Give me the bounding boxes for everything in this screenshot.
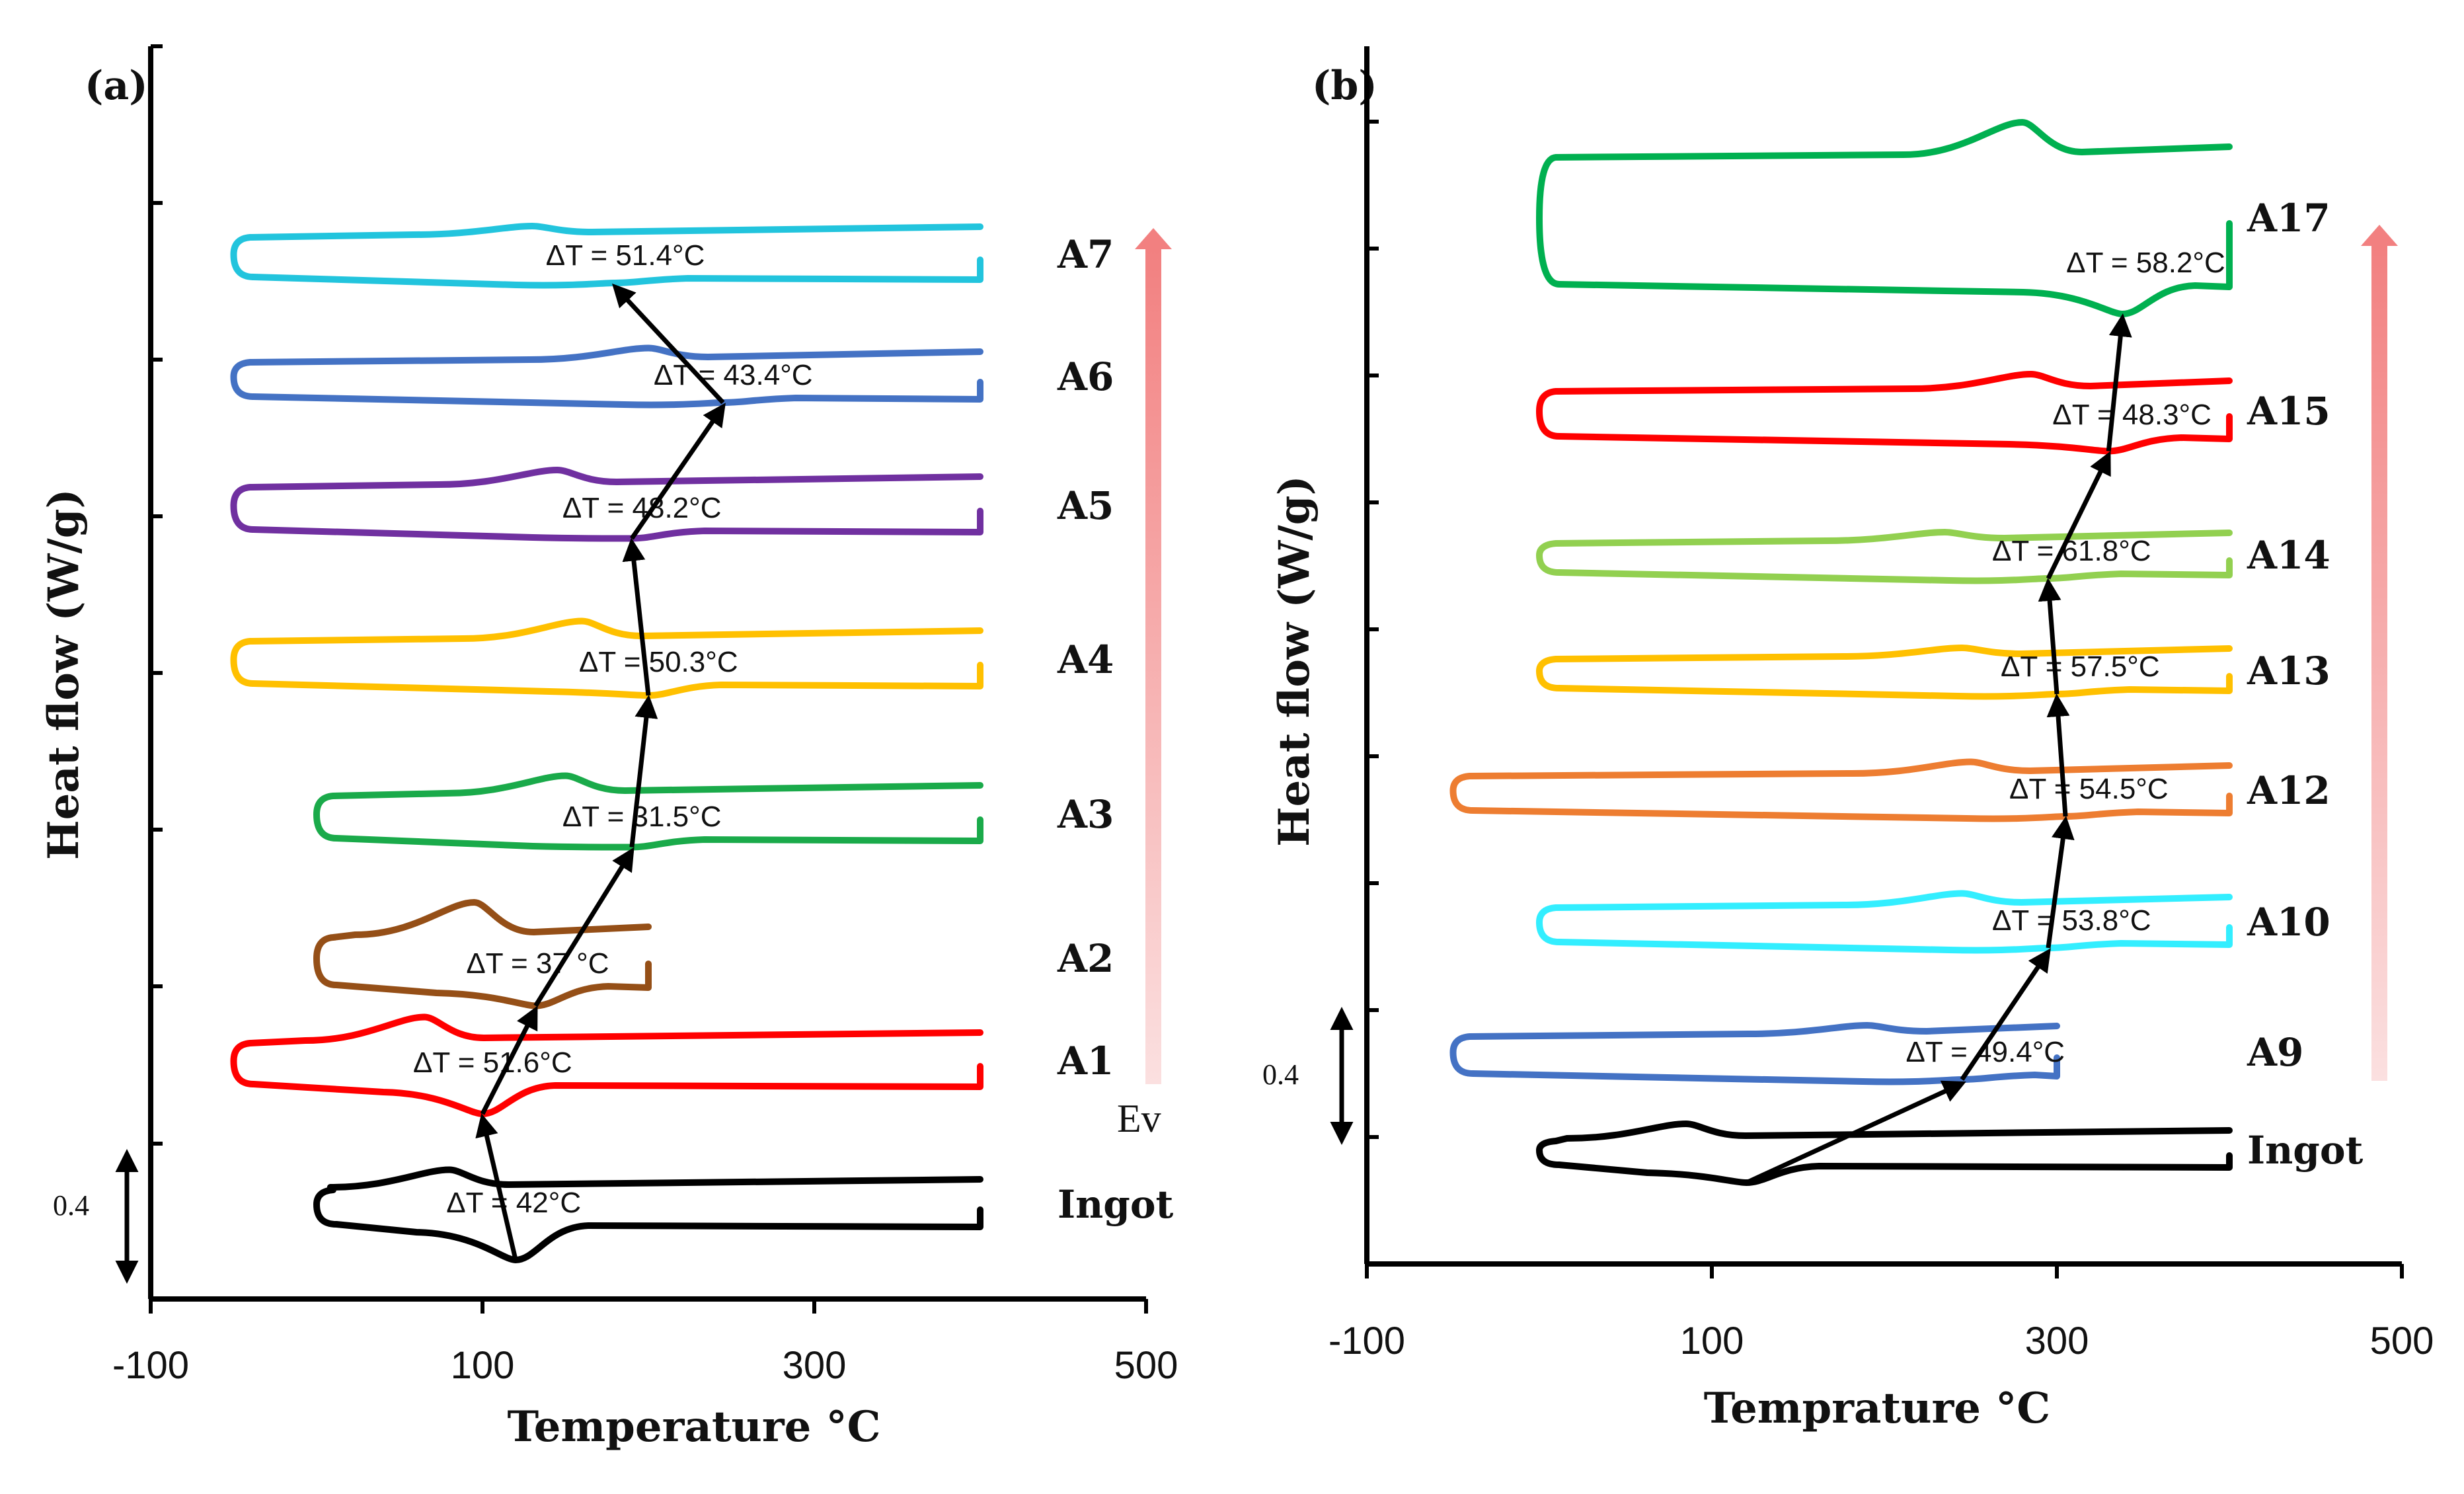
dsc-curve-a1	[230, 1013, 983, 1117]
delta-t-label-a6: ΔT = 43.4°C	[654, 359, 813, 391]
trend-arrow	[1960, 948, 2051, 1081]
trend-arrow	[2046, 451, 2111, 580]
dsc-curve-a10	[1536, 890, 2233, 954]
dsc-curve-ingot	[313, 1166, 983, 1263]
sample-label-a4: A4	[1057, 637, 1114, 682]
dsc-curve-a6	[230, 344, 983, 409]
dsc-curve-a7	[230, 223, 983, 289]
trend-arrow	[533, 847, 635, 1007]
panel-b-xtick-4: 500	[2370, 1319, 2434, 1362]
delta-t-label-a1: ΔT = 51.6°C	[413, 1046, 572, 1079]
panel-a: Ingot ΔT = 42°C A1 ΔT = 51.6°C A2 ΔT = 37 °C A…	[115, 44, 1174, 1314]
panel-a-xlabel: Temperature °C	[507, 1402, 880, 1452]
sample-label-a10: A10	[2247, 900, 2330, 945]
panel-a-xtick-3: 300	[783, 1344, 847, 1387]
plot-layer: Ingot ΔT = 42°C A1 ΔT = 51.6°C A2 ΔT = 37 °C A…	[115, 44, 2404, 1314]
delta-t-label-a4: ΔT = 50.3°C	[579, 646, 738, 678]
trend-arrow	[480, 1005, 538, 1115]
panel-b-xtick-3: 300	[2025, 1319, 2089, 1362]
sample-label-ingot: Ingot	[1058, 1182, 1174, 1227]
delta-t-label-a2: ΔT = 37 °C	[466, 947, 609, 980]
delta-t-label-a3: ΔT = 31.5°C	[562, 801, 722, 833]
delta-t-label-a9: ΔT = 49.4°C	[1906, 1036, 2065, 1068]
trend-arrow	[612, 283, 725, 405]
panel-b-scale-label: 0.4	[1262, 1058, 1299, 1091]
panel-b-xlabel: Temprature °C	[1704, 1384, 2050, 1433]
trend-arrow	[2106, 313, 2132, 452]
sample-label-a7: A7	[1057, 232, 1114, 277]
ev-gradient-arrowhead	[2361, 225, 2398, 246]
panel-b: Ingot A9 ΔT = 49.4°C A10 ΔT = 53.8°C A12 ΔT = …	[1330, 46, 2404, 1278]
trend-arrow	[2038, 578, 2061, 695]
trend-arrow	[2046, 816, 2075, 949]
delta-t-label-a17: ΔT = 58.2°C	[2066, 247, 2225, 279]
dsc-curve-ingot	[1536, 1120, 2233, 1186]
sample-label-a1: A1	[1057, 1039, 1114, 1083]
sample-label-a3: A3	[1057, 792, 1114, 837]
sample-label-a5: A5	[1057, 483, 1114, 528]
panel-a-scale-label: 0.4	[53, 1189, 89, 1222]
panel-b-xtick-2: 100	[1680, 1319, 1744, 1362]
sample-label-a15: A15	[2247, 389, 2330, 434]
trend-arrow	[622, 537, 651, 696]
trend-arrow	[475, 1113, 518, 1261]
panel-a-xtick-1: -100	[112, 1344, 189, 1387]
panel-b-xtick-1: -100	[1328, 1319, 1405, 1362]
sample-label-a13: A13	[2247, 649, 2330, 693]
delta-t-label-a7: ΔT = 51.4°C	[546, 239, 705, 272]
ev-gradient-arrowhead	[1135, 228, 1172, 249]
panel-a-label: (a)	[85, 63, 148, 109]
trend-arrow	[630, 403, 726, 540]
sample-label-a2: A2	[1057, 936, 1114, 981]
delta-t-label-ingot: ΔT = 42°C	[446, 1187, 581, 1219]
delta-t-label-a5: ΔT = 48.2°C	[562, 492, 722, 524]
delta-t-label-a10: ΔT = 53.8°C	[1992, 904, 2151, 937]
sample-label-a9: A9	[2247, 1030, 2303, 1075]
sample-label-a12: A12	[2247, 768, 2330, 813]
sample-label-a14: A14	[2247, 533, 2330, 578]
panel-b-ylabel: Heat flow (W/g)	[1270, 475, 1319, 847]
sample-label-ingot: Ingot	[2247, 1128, 2364, 1173]
dsc-curve-a2	[313, 899, 652, 1009]
trend-arrow	[2046, 693, 2070, 817]
dsc-curve-a17	[1536, 119, 2233, 317]
trend-arrow	[1745, 1080, 1966, 1185]
delta-t-label-a13: ΔT = 57.5°C	[2001, 650, 2160, 683]
delta-t-label-a14: ΔT = 61.8°C	[1992, 535, 2151, 567]
ev-label: Ev	[1117, 1097, 1161, 1140]
ev-gradient-bar	[2371, 245, 2387, 1081]
sample-label-a6: A6	[1057, 354, 1114, 399]
delta-t-label-a12: ΔT = 54.5°C	[2009, 773, 2169, 805]
panel-a-ylabel: Heat flow (W/g)	[39, 489, 89, 860]
trend-arrow	[629, 695, 658, 847]
panel-a-xtick-2: 100	[451, 1344, 515, 1387]
delta-t-label-a15: ΔT = 48.3°C	[2052, 399, 2212, 431]
panel-a-xtick-4: 500	[1114, 1344, 1178, 1387]
ev-gradient-bar	[1145, 248, 1161, 1084]
sample-label-a17: A17	[2247, 196, 2330, 241]
dsc-curve-a15	[1536, 371, 2233, 455]
